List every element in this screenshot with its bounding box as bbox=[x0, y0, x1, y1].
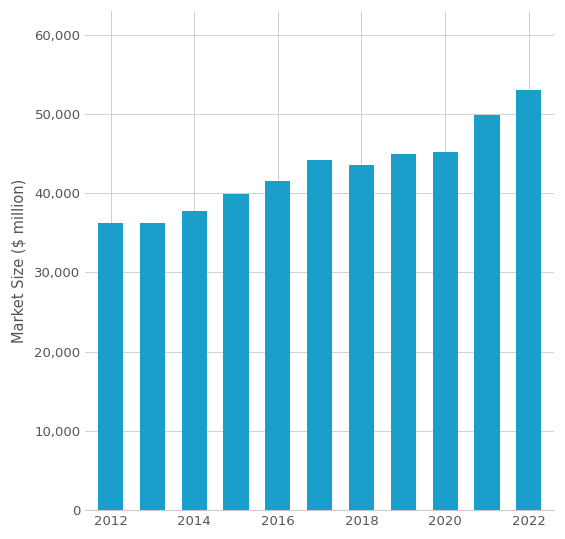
Bar bbox=[224, 194, 249, 510]
Bar bbox=[307, 160, 332, 510]
Bar bbox=[433, 152, 458, 510]
Bar bbox=[391, 155, 416, 510]
Bar bbox=[475, 115, 499, 510]
Bar bbox=[140, 223, 165, 510]
Bar bbox=[181, 211, 207, 510]
Bar bbox=[98, 223, 123, 510]
Y-axis label: Market Size ($ million): Market Size ($ million) bbox=[11, 178, 26, 343]
Bar bbox=[349, 165, 374, 510]
Bar bbox=[516, 89, 541, 510]
Bar bbox=[266, 182, 290, 510]
